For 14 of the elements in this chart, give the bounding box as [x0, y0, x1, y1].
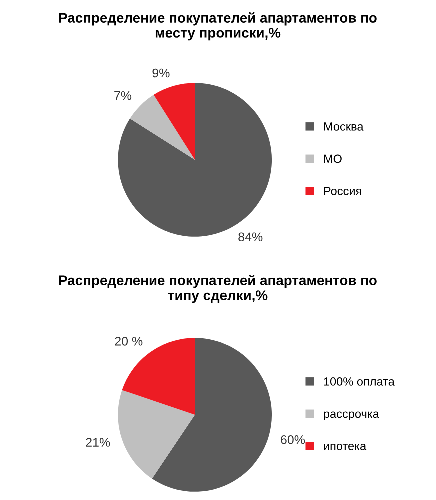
legend-label: Москва: [324, 122, 364, 131]
data-label: 7%: [114, 91, 132, 100]
legend-label: МО: [324, 154, 342, 164]
data-label: 21%: [86, 438, 110, 447]
legend-label: ипотека: [324, 444, 367, 450]
legend-label: Россия: [324, 187, 362, 196]
data-label: 9%: [152, 68, 170, 78]
chart-title: Распределение покупателей апартаментов по месту прописки,%: [59, 12, 377, 41]
chart-title: Распределение покупателей апартаментов по типу сделки,%: [59, 275, 377, 304]
data-label: 60%: [281, 435, 306, 444]
legend-label: 100% оплата: [324, 378, 395, 386]
data-label: 20 %: [115, 336, 143, 346]
legend-label: рассрочка: [324, 412, 380, 421]
data-label: 84%: [238, 232, 263, 242]
